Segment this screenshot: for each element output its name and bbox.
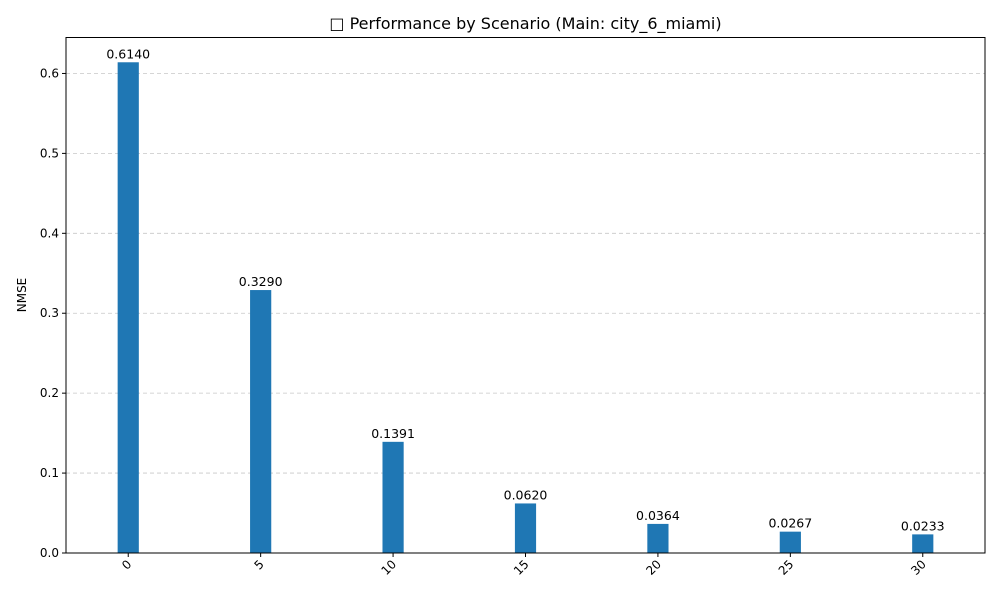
value-labels: 0.6140 0.3290 0.1391 0.0620 0.0364 0.0267 0.02…	[106, 46, 944, 533]
y-tick-label: 0.1	[40, 466, 59, 480]
bar-0	[117, 62, 139, 553]
value-label-25: 0.0267	[768, 516, 812, 531]
bar-10	[382, 441, 404, 553]
y-axis-ticks: 0.0 0.1 0.2 0.3 0.4 0.5 0.6	[40, 66, 66, 560]
bar-25	[779, 531, 801, 553]
y-tick-label: 0.2	[40, 386, 59, 400]
y-tick-label: 0.5	[40, 146, 59, 160]
value-label-5: 0.3290	[239, 274, 283, 289]
bar-30	[912, 534, 934, 553]
grid-lines	[66, 73, 985, 474]
bars	[117, 62, 934, 553]
y-tick-label: 0.0	[40, 546, 59, 560]
value-label-0: 0.6140	[106, 46, 150, 61]
y-tick-label: 0.3	[40, 306, 59, 320]
y-tick-label: 0.6	[40, 66, 59, 80]
value-label-10: 0.1391	[371, 426, 415, 441]
value-label-20: 0.0364	[636, 508, 680, 523]
bar-20	[647, 523, 669, 553]
value-label-15: 0.0620	[504, 487, 548, 502]
chart-title: □ Performance by Scenario (Main: city_6_…	[329, 14, 721, 34]
value-label-30: 0.0233	[901, 518, 945, 533]
bar-5	[250, 290, 272, 553]
y-tick-label: 0.4	[40, 226, 59, 240]
bar-15	[514, 503, 537, 553]
y-axis-label: NMSE	[15, 278, 29, 313]
